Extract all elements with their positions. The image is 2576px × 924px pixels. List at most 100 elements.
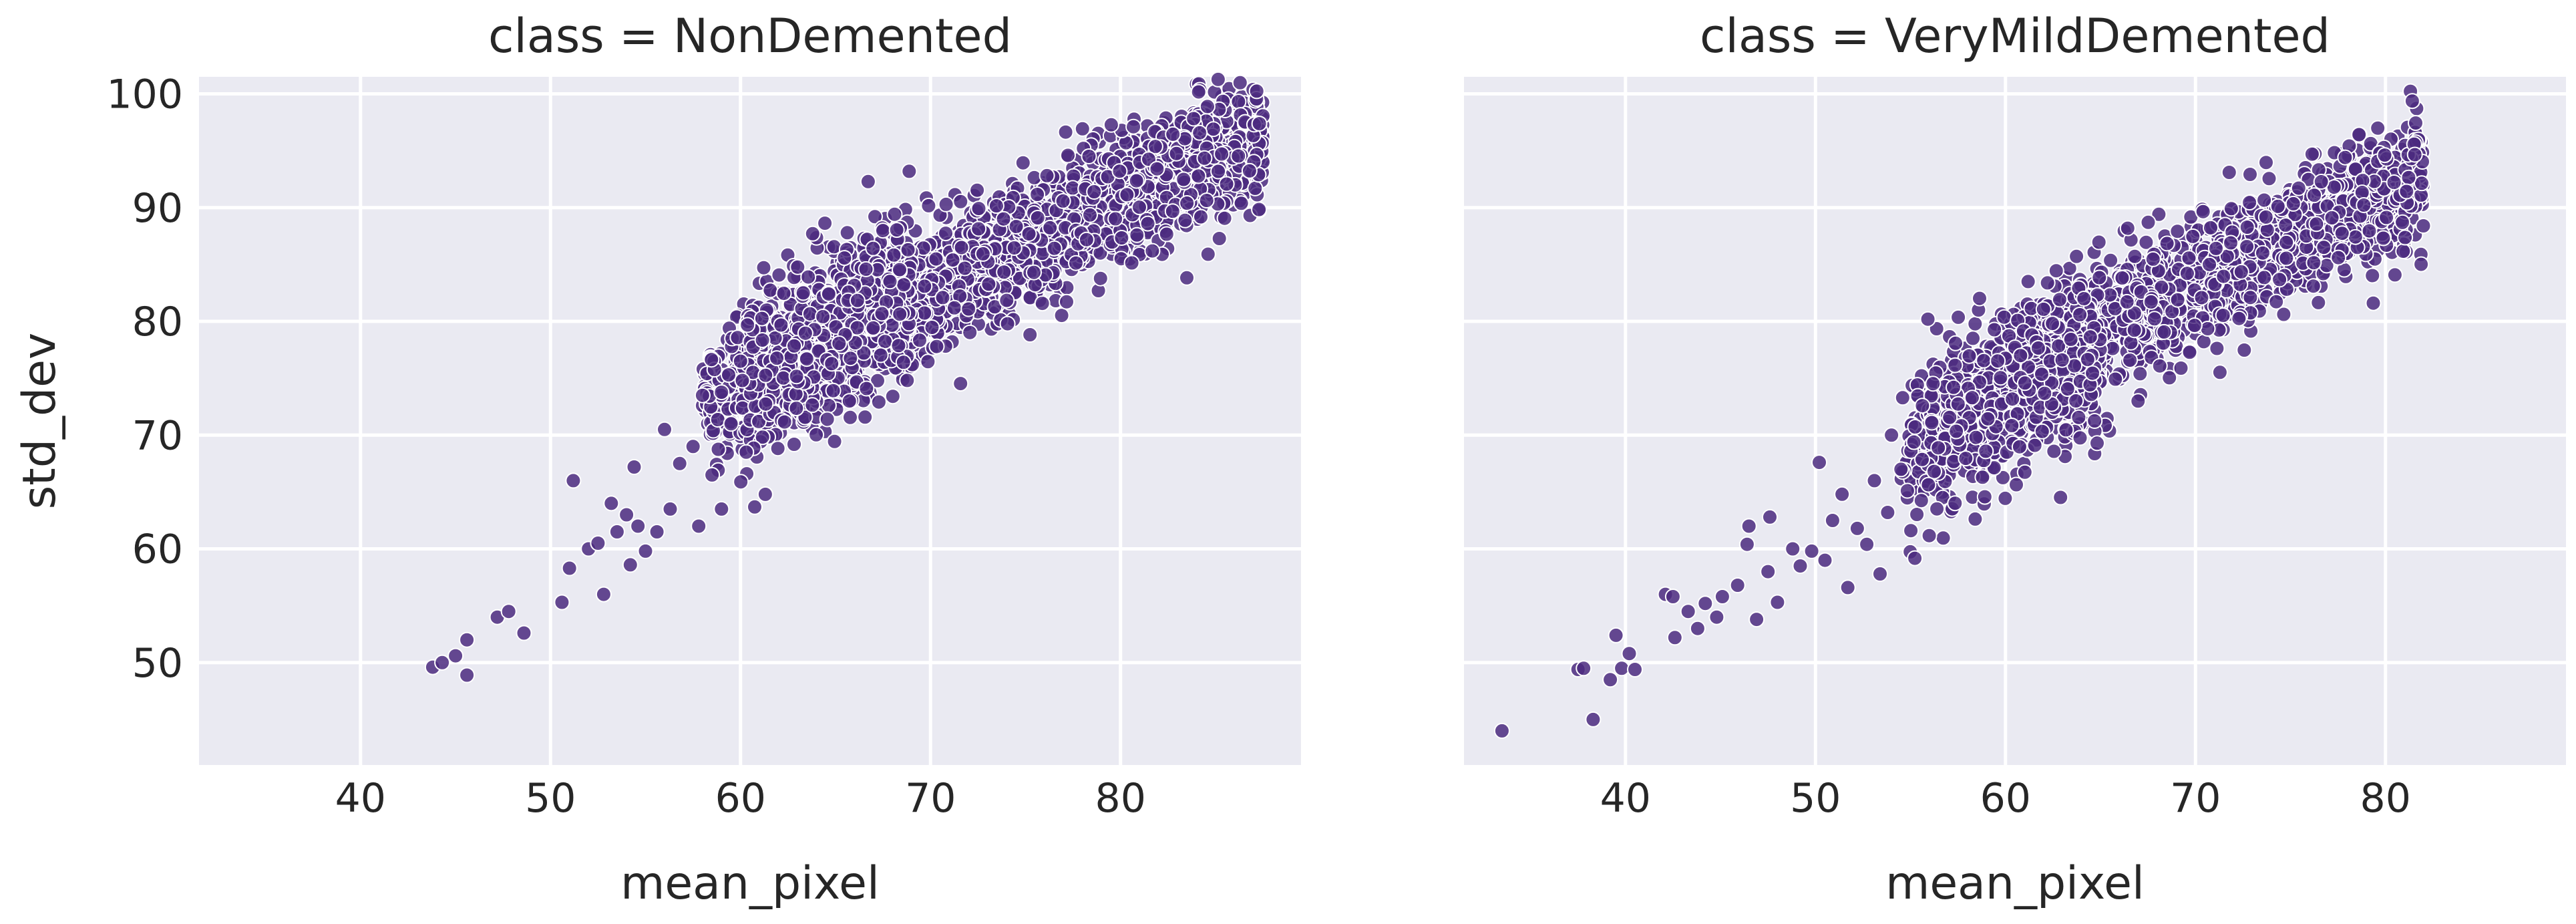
scatter-point (2231, 310, 2247, 327)
scatter-point (2211, 364, 2228, 381)
scatter-point (1948, 335, 1964, 351)
x-tick-labels: 40 50 60 70 80 (335, 775, 1146, 822)
scatter-point (2221, 164, 2237, 180)
scatter-point (2415, 218, 2432, 234)
y-tick-label: 100 (106, 71, 183, 118)
scatter-point (1164, 203, 1181, 220)
scatter-point (804, 225, 821, 242)
scatter-point (554, 594, 570, 611)
scatter-point (1168, 145, 1185, 162)
scatter-point (808, 426, 825, 443)
scatter-point (2034, 423, 2050, 440)
scatter-point (2076, 291, 2092, 307)
scatter-point (1976, 352, 1992, 369)
scatter-point (2079, 351, 2096, 368)
scatter-point (1111, 163, 1128, 180)
scatter-point (1964, 390, 1980, 406)
scatter-point (1899, 482, 1915, 499)
scatter-point (2082, 329, 2098, 345)
scatter-point (2306, 255, 2322, 271)
x-tick-label: 80 (1095, 775, 1146, 822)
scatter-point (2268, 293, 2285, 310)
scatter-point (1627, 661, 1643, 677)
scatter-point (1950, 396, 1966, 412)
scatter-point (996, 264, 1013, 281)
scatter-point (1081, 148, 1097, 164)
scatter-point (2386, 174, 2402, 190)
scatter-point (2413, 256, 2430, 273)
scatter-point (1078, 231, 1095, 248)
scatter-point (1967, 315, 1984, 332)
scatter-point (2406, 146, 2423, 163)
scatter-point (1978, 443, 1994, 460)
scatter-point (2089, 435, 2105, 452)
scatter-point (1042, 219, 1059, 236)
scatter-point (2261, 170, 2277, 187)
scatter-point (2130, 393, 2147, 410)
scatter-point (1190, 84, 1207, 100)
scatter-point (703, 351, 720, 368)
scatter-point (2058, 422, 2074, 438)
scatter-point (2305, 278, 2322, 295)
scatter-point (1980, 410, 1996, 427)
scatter-point (721, 367, 737, 383)
scatter-point (999, 315, 1016, 332)
scatter-point (1817, 552, 1833, 569)
scatter-point (773, 317, 789, 333)
scatter-point (1697, 595, 1714, 612)
scatter-point (2376, 147, 2393, 164)
scatter-point (2119, 293, 2135, 310)
scatter-point (1929, 500, 1946, 517)
scatter-point (595, 586, 612, 603)
scatter-point (1948, 423, 1965, 440)
scatter-point (946, 299, 962, 316)
x-axis-label: mean_pixel (1885, 857, 2145, 910)
y-tick-label: 90 (132, 185, 183, 232)
scatter-point (2395, 243, 2412, 259)
scatter-point (2347, 228, 2364, 245)
scatter-point (1907, 550, 1923, 567)
scatter-point (2277, 217, 2294, 233)
scatter-point (890, 337, 907, 354)
scatter-point (2334, 225, 2350, 242)
scatter-point (842, 409, 858, 426)
scatter-point (1179, 269, 1195, 286)
scatter-point (1185, 110, 1202, 127)
scatter-point (734, 372, 751, 389)
scatter-point (1729, 577, 1746, 593)
scatter-point (944, 252, 961, 269)
scatter-point (895, 354, 912, 371)
scatter-point (2257, 208, 2274, 225)
scatter-point (2203, 219, 2219, 236)
scatter-point (1022, 327, 1039, 343)
scatter-point (2356, 197, 2372, 213)
scatter-point (738, 444, 755, 460)
scatter-point (1107, 210, 1124, 227)
scatter-point (1074, 120, 1091, 137)
scatter-point (2145, 251, 2161, 267)
scatter-point (1602, 671, 1619, 688)
scatter-point (849, 292, 866, 309)
scatter-point (1232, 74, 1248, 91)
scatter-point (1190, 168, 1207, 184)
scatter-point (1664, 589, 1681, 605)
scatter-point (882, 273, 898, 290)
scatter-point (2046, 443, 2062, 460)
scatter-point (1139, 215, 1156, 232)
scatter-point (2051, 291, 2068, 308)
scatter-point (2036, 385, 2053, 402)
scatter-point (916, 305, 933, 321)
scatter-point (1923, 414, 1940, 431)
scatter-point (2059, 381, 2076, 398)
scatter-point (1811, 454, 1827, 471)
scatter-point (739, 317, 756, 333)
scatter-point (938, 196, 954, 212)
scatter-point (831, 335, 848, 351)
scatter-point (1008, 218, 1025, 235)
scatter-point (2052, 489, 2069, 506)
scatter-point (962, 324, 978, 341)
scatter-point (874, 305, 890, 322)
scatter-point (1986, 321, 2003, 338)
scatter-point (2072, 430, 2088, 446)
